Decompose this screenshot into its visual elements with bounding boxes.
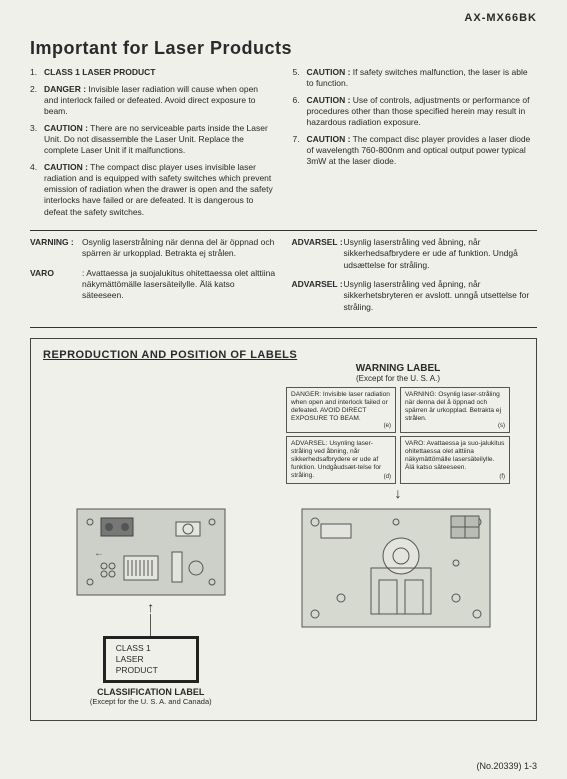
multilang-block: VARNING :Osynlig laserstrålning när denn… [30,237,537,322]
item-lead: CAUTION : [307,134,351,144]
model-number: AX-MX66BK [464,12,537,24]
multilang-left: VARNING :Osynlig laserstrålning när denn… [30,237,276,322]
cell-tag: (s) [498,423,505,430]
caution-item: 3.CAUTION : There are no serviceable par… [30,123,275,156]
item-lead: CLASS 1 LASER PRODUCT [44,67,155,77]
cell-text: VARO: Avattaessa ja suo-jalukitus ohitet… [405,440,504,471]
class-line-1: CLASS 1 [116,643,186,654]
caution-item: 1.CLASS 1 LASER PRODUCT [30,67,275,78]
item-lead: CAUTION : [44,162,88,172]
caution-item: 5.CAUTION : If safety switches malfuncti… [293,67,538,89]
item-lead: CAUTION : [44,123,88,133]
item-num: 1. [30,67,44,78]
class-label-box: CLASS 1 LASER PRODUCT [103,636,199,683]
cell-text: ADVARSEL: Usynling laser-stråling ved åb… [291,440,381,479]
caution-left-col: 1.CLASS 1 LASER PRODUCT 2.DANGER : Invis… [30,67,275,224]
cell-tag: (f) [499,474,505,481]
item-lead: CAUTION : [307,67,351,77]
labels-box: REPRODUCTION AND POSITION OF LABELS WARN… [30,338,537,721]
diagram-row: ← ↑ CLASS 1 LASER PRODUCT CLASSIFICATION… [43,508,524,706]
svg-text:←: ← [94,548,104,559]
classification-label-except: (Except for the U. S. A. and Canada) [76,697,226,706]
item-num: 4. [30,162,44,217]
item-num: 6. [293,95,307,128]
multilang-right: ADVARSEL :Usynlig laserstråling ved åbni… [292,237,538,322]
caution-item: 6.CAUTION : Use of controls, adjustments… [293,95,538,128]
lang-item: VARO: Avattaessa ja suojalukitus ohitett… [30,268,276,302]
cell-text: DANGER: Invisible laser radiation when o… [291,391,390,422]
cell-tag: (e) [384,423,391,430]
arrow-down-icon: ↓ [272,486,524,500]
lang-text: Usynlig laserstråling ved åbning, når si… [344,237,538,271]
warning-grid-row: DANGER: Invisible laser radiation when o… [272,387,524,433]
page-footer: (No.20339) 1-3 [476,761,537,771]
lang-key: ADVARSEL : [292,237,344,271]
item-num: 3. [30,123,44,156]
lang-item: VARNING :Osynlig laserstrålning när denn… [30,237,276,260]
item-num: 5. [293,67,307,89]
lang-item: ADVARSEL :Usynlig laserstråling ved åpni… [292,279,538,313]
warning-cell: DANGER: Invisible laser radiation when o… [286,387,396,433]
lang-text: Osynlig laserstrålning när denna del är … [82,237,276,260]
warning-cell: ADVARSEL: Usynling laser-stråling ved åb… [286,436,396,484]
warning-cell: VARNING: Osynlig laser-stråling när denn… [400,387,510,433]
class-line-2: LASER PRODUCT [116,654,186,676]
board-diagram-left: ← ↑ CLASS 1 LASER PRODUCT CLASSIFICATION… [76,508,226,706]
item-lead: DANGER : [44,84,86,94]
connector-line [150,614,226,636]
pcb-right-icon [301,508,491,628]
warning-grid-row: ADVARSEL: Usynling laser-stråling ved åb… [272,436,524,484]
warning-cell: VARO: Avattaessa ja suo-jalukitus ohitet… [400,436,510,484]
board-diagram-right [301,508,491,628]
page-title: Important for Laser Products [30,38,537,59]
caution-item: 4.CAUTION : The compact disc player uses… [30,162,275,217]
lang-key: ADVARSEL : [292,279,344,313]
warning-label-title: WARNING LABEL [272,363,524,374]
classification-label-title: CLASSIFICATION LABEL [76,687,226,697]
lang-text: : Avattaessa ja suojalukitus ohitettaess… [82,268,276,302]
warning-label-except: (Except for the U. S. A.) [272,374,524,383]
divider [30,230,537,231]
item-lead: CAUTION : [307,95,351,105]
item-num: 7. [293,134,307,167]
caution-item: 2.DANGER : Invisible laser radiation wil… [30,84,275,117]
arrow-up-icon: ↑ [76,600,226,614]
caution-right-col: 5.CAUTION : If safety switches malfuncti… [293,67,538,224]
lang-item: ADVARSEL :Usynlig laserstråling ved åbni… [292,237,538,271]
lang-key: VARO [30,268,82,302]
item-num: 2. [30,84,44,117]
cell-tag: (d) [384,474,391,481]
caution-item: 7.CAUTION : The compact disc player prov… [293,134,538,167]
lang-text: Usynlig laserstråling ved åpning, når si… [344,279,538,313]
box-title: REPRODUCTION AND POSITION OF LABELS [43,349,524,361]
pcb-left-icon: ← [76,508,226,596]
divider [30,327,537,328]
lang-key: VARNING : [30,237,82,260]
caution-columns: 1.CLASS 1 LASER PRODUCT 2.DANGER : Invis… [30,67,537,224]
cell-text: VARNING: Osynlig laser-stråling när denn… [405,391,501,422]
